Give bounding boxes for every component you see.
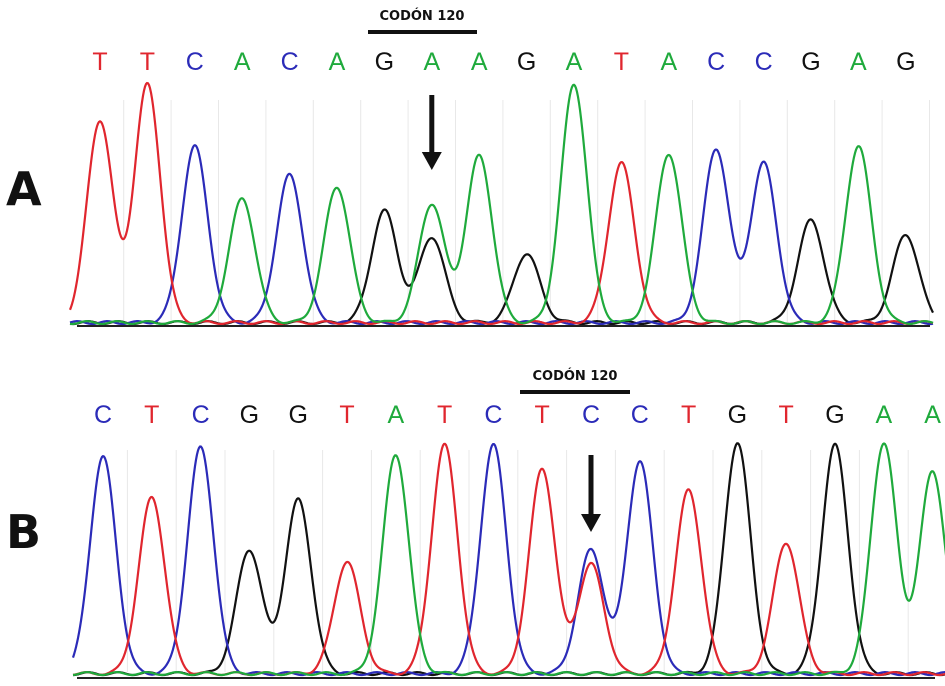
- base-call-a: A: [566, 48, 583, 76]
- arrow-head: [421, 152, 442, 170]
- base-call-t: T: [437, 401, 452, 429]
- panel-a-traces: [68, 81, 934, 326]
- base-call-c: C: [707, 48, 725, 76]
- base-call-c: C: [755, 48, 773, 76]
- base-call-a: A: [387, 401, 404, 429]
- base-call-t: T: [144, 401, 159, 429]
- base-call-c: C: [186, 48, 204, 76]
- base-call-t: T: [535, 401, 550, 429]
- panel-a-codon-bar: [368, 30, 477, 34]
- panel-b: B CODÓN 120 C T C G G T A T C T C C T G T G A A: [6, 368, 945, 679]
- base-call-c: C: [192, 401, 210, 429]
- trace-g: [69, 208, 934, 326]
- base-call-a: A: [875, 401, 892, 429]
- base-call-g: G: [288, 401, 307, 429]
- base-call-g: G: [896, 48, 915, 76]
- panel-a-label: A: [6, 162, 42, 216]
- panel-a-codon-label: CODÓN 120: [380, 8, 465, 24]
- base-call-c: C: [94, 401, 112, 429]
- base-call-g: G: [728, 401, 747, 429]
- base-call-g: G: [240, 401, 259, 429]
- base-call-c: C: [281, 48, 299, 76]
- base-call-t: T: [339, 401, 354, 429]
- panel-a-mutation-arrow: [421, 95, 442, 170]
- base-call-t: T: [140, 48, 155, 76]
- base-call-c: C: [484, 401, 502, 429]
- base-call-g: G: [375, 48, 394, 76]
- codon-bar-line: [368, 30, 477, 34]
- base-call-g: G: [801, 48, 820, 76]
- base-call-a: A: [329, 48, 346, 76]
- panel-b-traces: [71, 442, 945, 677]
- base-call-g: G: [825, 401, 844, 429]
- base-call-t: T: [92, 48, 107, 76]
- base-call-g: G: [517, 48, 536, 76]
- trace-a: [72, 442, 945, 677]
- base-call-a: A: [850, 48, 867, 76]
- trace-c: [71, 443, 945, 677]
- panel-b-label: B: [6, 505, 41, 559]
- panel-b-mutation-arrow: [581, 455, 601, 532]
- panel-a-background-grid: [123, 100, 930, 322]
- panel-b-codon-bar: [520, 390, 630, 394]
- base-call-a: A: [660, 48, 677, 76]
- base-call-t: T: [681, 401, 696, 429]
- base-call-a: A: [234, 48, 251, 76]
- base-call-c: C: [631, 401, 649, 429]
- base-call-a: A: [924, 401, 941, 429]
- panel-b-codon-label: CODÓN 120: [533, 368, 618, 384]
- base-call-t: T: [779, 401, 794, 429]
- codon-bar-line: [520, 390, 630, 394]
- trace-a: [69, 83, 934, 326]
- base-call-a: A: [423, 48, 440, 76]
- base-call-a: A: [471, 48, 488, 76]
- base-call-t: T: [614, 48, 629, 76]
- base-call-c: C: [582, 401, 600, 429]
- arrow-head: [581, 514, 601, 532]
